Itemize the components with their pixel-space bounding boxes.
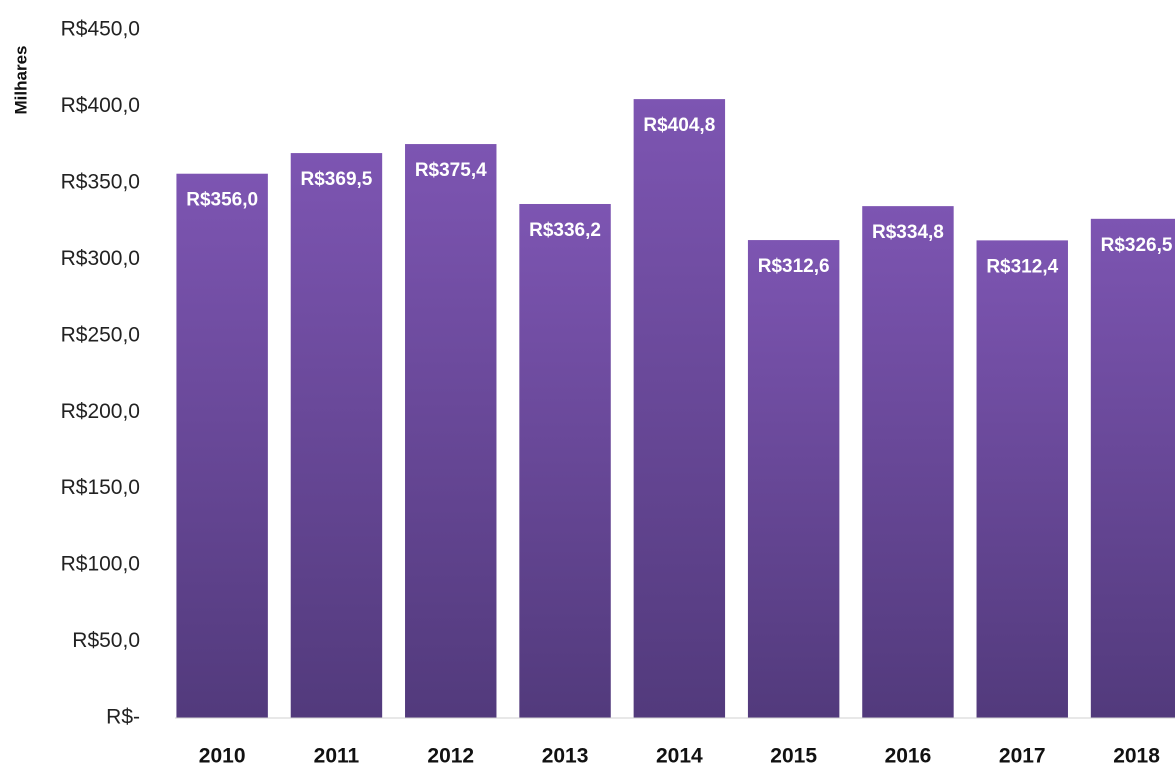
bar bbox=[862, 206, 954, 719]
x-tick-label: 2018 bbox=[1113, 745, 1160, 768]
x-tick-label: 2016 bbox=[885, 745, 932, 768]
x-tick-label: 2012 bbox=[427, 745, 474, 768]
data-label: R$356,0 bbox=[186, 190, 258, 211]
bar bbox=[1090, 218, 1175, 718]
y-tick-label: R$150,0 bbox=[61, 476, 140, 499]
data-label: R$375,4 bbox=[415, 160, 487, 181]
data-label: R$326,5 bbox=[1101, 235, 1173, 256]
y-axis-title: Milhares bbox=[11, 46, 30, 115]
bar bbox=[747, 240, 840, 718]
data-label: R$312,6 bbox=[758, 256, 830, 277]
data-label: R$334,8 bbox=[872, 222, 944, 243]
data-label: R$312,4 bbox=[986, 256, 1058, 277]
x-tick-label: 2010 bbox=[199, 745, 246, 768]
y-tick-label: R$250,0 bbox=[61, 323, 140, 346]
x-tick-label: 2015 bbox=[770, 745, 817, 768]
bar bbox=[290, 153, 383, 718]
data-label: R$336,2 bbox=[529, 220, 601, 241]
data-label: R$404,8 bbox=[643, 115, 715, 136]
y-tick-label: R$- bbox=[106, 706, 140, 729]
y-tick-label: R$400,0 bbox=[61, 94, 140, 117]
data-label: R$369,5 bbox=[301, 169, 373, 190]
y-tick-label: R$200,0 bbox=[61, 400, 140, 423]
x-tick-label: 2014 bbox=[656, 745, 703, 768]
bar bbox=[519, 203, 611, 718]
x-tick-label: 2017 bbox=[999, 745, 1046, 768]
y-tick-label: R$50,0 bbox=[72, 629, 140, 652]
x-tick-label: 2011 bbox=[314, 745, 360, 768]
bar bbox=[176, 173, 268, 718]
y-tick-label: R$350,0 bbox=[61, 170, 140, 193]
y-tick-label: R$100,0 bbox=[61, 553, 140, 576]
bar bbox=[405, 144, 497, 718]
bar bbox=[633, 99, 726, 718]
x-tick-label: 2013 bbox=[542, 745, 589, 768]
bar bbox=[976, 240, 1068, 718]
y-tick-label: R$450,0 bbox=[61, 18, 140, 41]
y-tick-label: R$300,0 bbox=[61, 247, 140, 270]
